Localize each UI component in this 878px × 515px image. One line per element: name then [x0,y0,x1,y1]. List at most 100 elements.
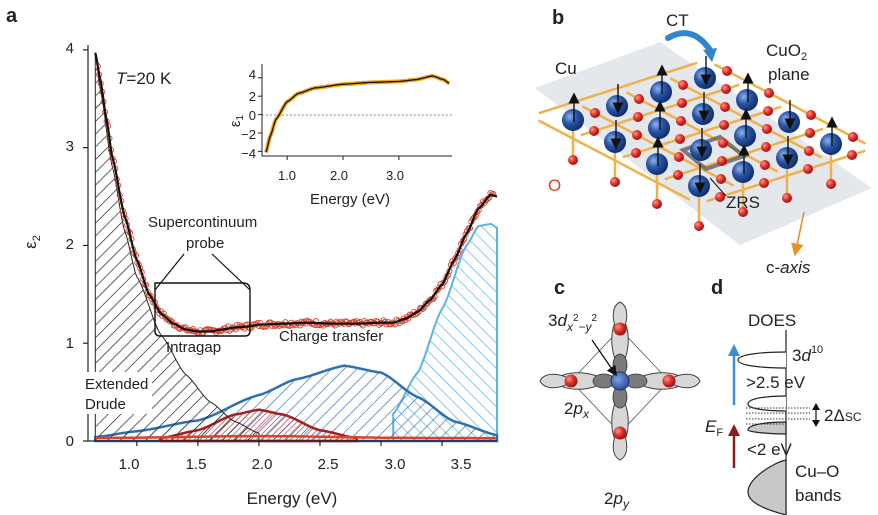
o-atom [806,110,816,120]
bands-label-line1: Cu–O [795,462,839,481]
px-label: 2px [564,399,590,421]
cu-atom [690,139,712,161]
xtick-2.0: 2.0 [252,456,273,473]
inset-ytick-neg2: −2 [241,127,256,142]
o-atom [633,112,643,122]
inset-fit-line [265,75,450,153]
inset-y-label: ε1 [227,114,246,127]
ef-label: EF [705,417,723,439]
o-atom [674,152,684,162]
ytick-4: 4 [66,40,74,57]
high-energy-component [392,222,498,442]
o-atom [722,66,732,76]
x-axis-label: Energy (eV) [247,489,338,508]
cu-atom [562,109,584,131]
zrs-pointer [709,177,727,197]
ct-arrowhead [703,48,717,62]
cu-atom [694,67,716,89]
o-atom [676,116,686,126]
o-atom [589,126,599,136]
o-atom [717,156,727,166]
probe-pointer-left [154,253,185,291]
apical-o-atom [610,177,620,187]
cu-atom [692,103,714,125]
ytick-2: 2 [66,236,74,253]
inset-ytick-4: 4 [249,67,256,82]
o-atom [590,108,600,118]
o-atom-top [613,322,627,336]
cu-atom [734,125,756,147]
o-atom [677,98,687,108]
inset-ticks [258,77,400,160]
data-point [452,255,459,262]
plane-label-line1: CuO2 [766,41,807,63]
panel-c-orbitals: 3dx2−y2 2px 2py [539,301,701,511]
probe-pointer-right [211,253,251,291]
total-fit-line [94,52,498,333]
red-baseline-component [95,434,496,440]
o-atom [760,160,770,170]
data-point [368,318,375,325]
d10-lobe [737,351,787,369]
cu-atom [732,161,754,183]
p-lobe-left-outer [539,373,574,389]
o-atom [715,192,725,202]
o-atom [673,170,683,180]
data-point [436,284,443,291]
o-atom [805,128,815,138]
o-atom [803,164,813,174]
o-atom [759,178,769,188]
data-point [477,202,484,210]
o-atom [716,174,726,184]
copper-atoms [562,67,842,197]
temperature-label: T=20 K [116,69,172,88]
ct-curved-arrow [665,30,713,53]
upper-gap-lobe [747,395,787,412]
o-atom [678,80,688,90]
cu-atom [736,89,758,111]
o-atom [675,134,685,144]
cu-atom [778,111,800,133]
xtick-3.0: 3.0 [385,456,406,473]
apical-o-atom [782,193,792,203]
inset-xtick-2.0: 2.0 [330,168,348,183]
panel-a-plot: 0 1 2 3 4 1.0 1.5 2.0 2.5 3.0 3.5 Energy… [21,40,499,508]
intragap-label: Intragap [166,339,221,356]
cu-atom [604,131,626,153]
spin-arrows [568,56,838,194]
xtick-1.0: 1.0 [119,456,140,473]
panel-d-dos: DOES >2.5 eV <2 eV 3d10 2ΔSC EF Cu–O ban… [705,311,862,515]
drude-label-line2: Drude [85,396,126,413]
c-axis-arrow [791,211,805,257]
o-atom [763,106,773,116]
cu-center-atom [610,371,630,391]
o-atom-bottom [613,426,627,440]
orbital-pointer-arrow [591,339,617,377]
cu-atom [650,81,672,103]
gap-label: 2ΔSC [824,406,862,425]
dos-title: DOES [748,311,796,330]
o-label: O [548,176,561,195]
apical-o-atom [694,221,704,231]
py-label: 2py [604,489,630,511]
probe-label-line1: Supercontinuum [148,214,257,231]
gt-label: >2.5 eV [746,373,806,392]
xtick-3.5: 3.5 [451,456,472,473]
inset-epsilon1-plot: 4 2 0 −2 −4 1.0 2.0 3.0 Energy (eV) ε1 [227,64,452,208]
inset-xtick-1.0: 1.0 [278,168,296,183]
panel-label-d: d [711,277,723,299]
lt-label: <2 eV [747,440,793,459]
o-atom [631,148,641,158]
y-axis-label: ε2 [21,235,43,249]
plane-label-line2: plane [768,65,810,84]
o-atom [804,146,814,156]
p-lobe-right-outer [666,373,701,389]
cu-atom [688,175,710,197]
o-atom [720,102,730,112]
intragap-probe-box [154,282,251,337]
ytick-0: 0 [66,433,74,450]
o-atom [719,120,729,130]
cu-atom [776,147,798,169]
o-atom-right [662,374,676,388]
